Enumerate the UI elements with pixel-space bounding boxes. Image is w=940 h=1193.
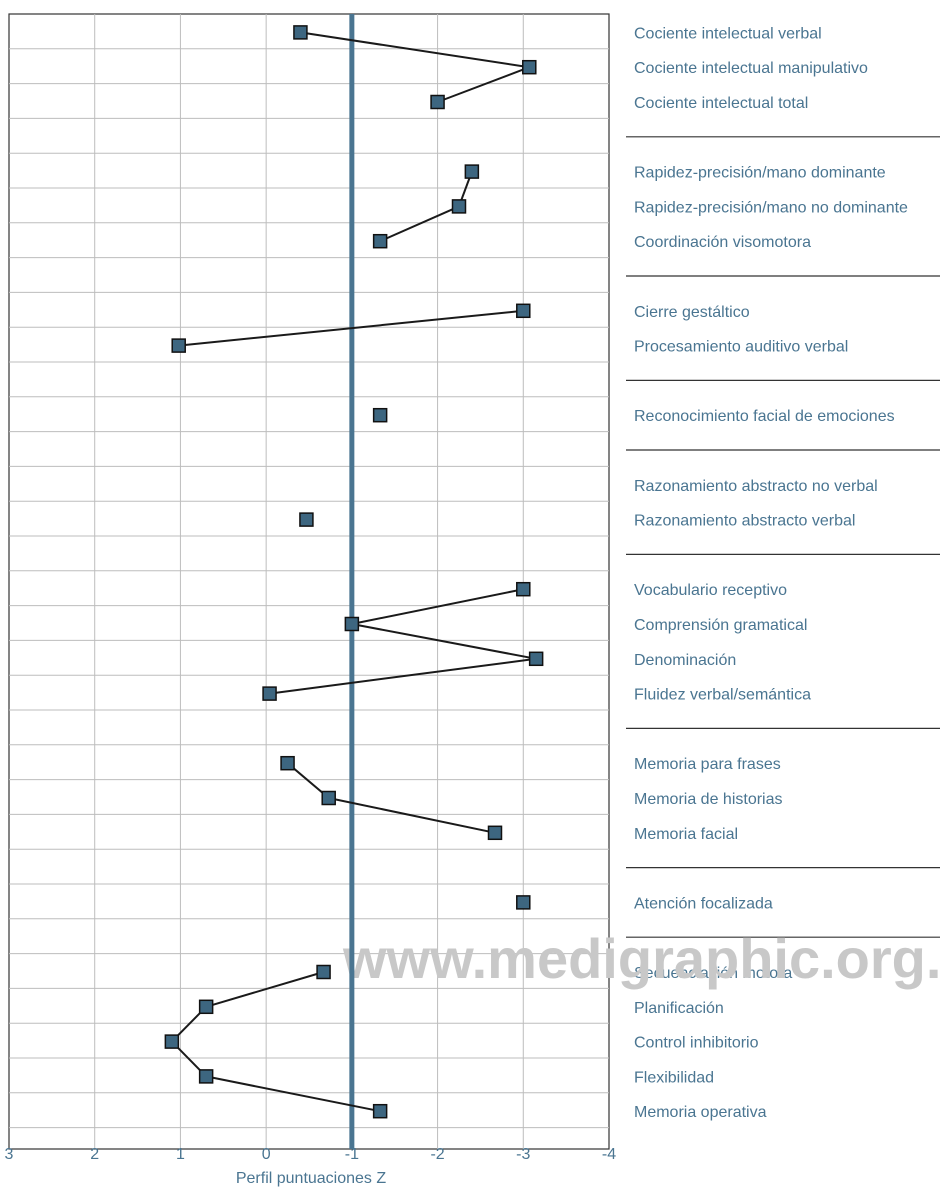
series-segment bbox=[328, 797, 496, 834]
x-tick-label: 3 bbox=[5, 1146, 14, 1163]
x-axis-label: Perfil puntuaciones Z bbox=[236, 1170, 387, 1187]
series-segment bbox=[437, 66, 530, 103]
x-tick-label: 0 bbox=[262, 1146, 271, 1163]
watermark-text: www.medigraphic.org.mx bbox=[342, 927, 940, 990]
data-point bbox=[528, 651, 544, 667]
data-point bbox=[430, 94, 445, 110]
x-tick-label: -1 bbox=[345, 1146, 359, 1163]
data-point bbox=[198, 1069, 214, 1084]
data-point bbox=[451, 199, 467, 214]
series-segment bbox=[205, 1075, 381, 1113]
row-label: Cociente intelectual total bbox=[634, 95, 808, 112]
row-label: Secuenciación motora bbox=[634, 965, 792, 982]
row-label: Flexibilidad bbox=[634, 1069, 714, 1086]
x-tick-label: 2 bbox=[90, 1146, 99, 1163]
data-point bbox=[299, 512, 314, 527]
x-tick-label: -2 bbox=[430, 1146, 444, 1163]
row-label: Denominación bbox=[634, 652, 736, 669]
row-label: Cierre gestáltico bbox=[634, 304, 750, 321]
row-label: Razonamiento abstracto verbal bbox=[634, 513, 855, 530]
x-tick-label: 1 bbox=[176, 1146, 185, 1163]
plot-frame bbox=[8, 13, 610, 1150]
row-label: Atención focalizada bbox=[634, 895, 773, 912]
row-label: Cociente intelectual verbal bbox=[634, 25, 822, 42]
series-segment bbox=[269, 657, 537, 695]
row-label: Control inhibitorio bbox=[634, 1035, 759, 1052]
plot-grid bbox=[8, 13, 610, 1150]
data-point bbox=[487, 825, 503, 841]
row-label: Fluidez verbal/semántica bbox=[634, 687, 811, 704]
data-point bbox=[344, 616, 360, 632]
data-point bbox=[372, 233, 388, 249]
data-markers bbox=[164, 25, 544, 1119]
series-segment bbox=[300, 31, 530, 69]
data-point bbox=[522, 59, 537, 75]
data-point bbox=[464, 164, 480, 179]
row-label: Reconocimiento facial de emociones bbox=[634, 408, 895, 425]
x-tick-label: -3 bbox=[516, 1146, 530, 1163]
row-label: Memoria para frases bbox=[634, 756, 781, 773]
group-separators bbox=[626, 136, 940, 938]
row-label: Vocabulario receptivo bbox=[634, 582, 787, 599]
row-label: Rapidez-precisión/mano no dominante bbox=[634, 199, 908, 216]
data-point bbox=[372, 1103, 388, 1119]
data-point bbox=[262, 686, 277, 701]
row-label: Planificación bbox=[634, 1000, 724, 1017]
row-label: Rapidez-precisión/mano dominante bbox=[634, 165, 886, 182]
data-point bbox=[280, 755, 295, 771]
row-label: Procesamiento auditivo verbal bbox=[634, 339, 848, 356]
series-segment bbox=[379, 205, 460, 243]
row-label: Comprensión gramatical bbox=[634, 617, 807, 634]
row-label: Coordinación visomotora bbox=[634, 234, 811, 251]
row-label: Razonamiento abstracto no verbal bbox=[634, 478, 878, 495]
row-label: Memoria de historias bbox=[634, 791, 783, 808]
x-axis-ticks: 3 2 1 0 -1 -2 -3 -4 bbox=[5, 1146, 617, 1163]
series-segment bbox=[205, 971, 324, 1008]
data-point bbox=[171, 338, 186, 353]
row-labels: Cociente intelectual verbal Cociente inte… bbox=[634, 25, 908, 1121]
series-segment bbox=[351, 623, 537, 660]
series-segment bbox=[178, 309, 524, 347]
data-point bbox=[321, 790, 336, 806]
data-point bbox=[516, 303, 531, 319]
data-point bbox=[372, 407, 388, 423]
data-point bbox=[516, 581, 531, 597]
data-point bbox=[316, 964, 331, 980]
row-label: Memoria operativa bbox=[634, 1104, 767, 1121]
data-point bbox=[516, 895, 531, 910]
x-tick-label: -4 bbox=[602, 1146, 616, 1163]
row-label: Cociente intelectual manipulativo bbox=[634, 60, 868, 77]
data-point bbox=[293, 25, 308, 40]
row-label: Memoria facial bbox=[634, 826, 738, 843]
series-segment bbox=[351, 588, 524, 625]
data-point bbox=[198, 999, 214, 1015]
data-point bbox=[164, 1034, 180, 1049]
